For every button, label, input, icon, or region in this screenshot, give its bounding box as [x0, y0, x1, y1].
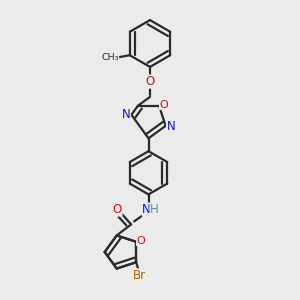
Text: Br: Br — [133, 269, 146, 282]
Text: O: O — [146, 75, 155, 88]
Text: N: N — [142, 203, 151, 216]
Text: CH₃: CH₃ — [101, 53, 119, 62]
Text: N: N — [122, 108, 130, 121]
Text: O: O — [136, 236, 146, 246]
Text: O: O — [160, 100, 168, 110]
Text: H: H — [150, 203, 159, 216]
Text: O: O — [113, 203, 122, 216]
Text: N: N — [167, 120, 176, 133]
